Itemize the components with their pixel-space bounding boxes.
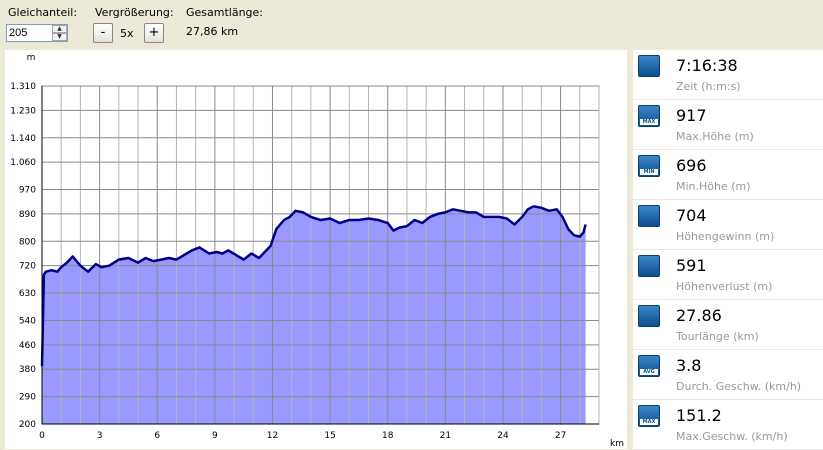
stat-label: Max.Geschw. (km/h) xyxy=(676,430,788,443)
length-label: Gesamtlänge: xyxy=(186,6,264,19)
elevation-line xyxy=(40,205,587,367)
hourglass-icon xyxy=(638,55,660,77)
min-altitude-icon: MIN xyxy=(638,155,660,177)
y-tick-label: 720 xyxy=(19,262,36,272)
stat-row: AVG 3.8 Durch. Geschw. (km/h) xyxy=(633,350,823,400)
max-altitude-icon: MAX xyxy=(638,105,660,127)
x-tick-label: 27 xyxy=(555,431,566,441)
y-axis-unit: m xyxy=(27,53,36,63)
route-icon xyxy=(638,305,660,327)
stat-row: 7:16:38 Zeit (h:m:s) xyxy=(633,50,823,100)
y-tick-label: 290 xyxy=(19,393,36,403)
x-tick-label: 15 xyxy=(324,431,335,441)
x-tick-label: 24 xyxy=(497,431,509,441)
x-tick-label: 21 xyxy=(440,431,451,441)
spin-up-icon[interactable]: ▲ xyxy=(52,25,67,33)
stat-value: 151.2 xyxy=(676,406,722,425)
stat-row: 704 Höhengewinn (m) xyxy=(633,200,823,250)
x-tick-label: 12 xyxy=(267,431,278,441)
icon-badge: MAX xyxy=(640,119,658,125)
stat-row: MIN 696 Min.Höhe (m) xyxy=(633,150,823,200)
elevation-chart: 2002903804605406307208008909701.0601.140… xyxy=(10,53,624,449)
y-tick-label: 1.230 xyxy=(10,106,36,116)
stat-label: Max.Höhe (m) xyxy=(676,130,754,143)
stats-panel: 7:16:38 Zeit (h:m:s) MAX 917 Max.Höhe (m) MIN… xyxy=(633,50,823,450)
stat-row: MAX 151.2 Max.Geschw. (km/h) xyxy=(633,400,823,450)
avg-speed-icon: AVG xyxy=(638,355,660,377)
y-tick-label: 800 xyxy=(19,237,36,247)
x-tick-label: 0 xyxy=(39,431,45,441)
stat-label: Tourlänge (km) xyxy=(676,330,759,343)
y-tick-label: 460 xyxy=(19,341,36,351)
stat-label: Höhenverlust (m) xyxy=(676,280,773,293)
length-value: 27,86 km xyxy=(186,25,239,38)
zoom-out-button[interactable]: - xyxy=(93,23,113,43)
elevation-chart-panel: 200 290 380 460 540 630 720 800 890 970 1.060 1.140… xyxy=(5,50,627,449)
x-tick-label: 3 xyxy=(97,431,103,441)
zoom-value: 5x xyxy=(120,27,134,40)
stat-value: 591 xyxy=(676,256,707,275)
max-speed-icon: MAX xyxy=(638,405,660,427)
stat-value: 917 xyxy=(676,106,707,125)
y-tick-label: 890 xyxy=(19,210,36,220)
y-tick-label: 1.310 xyxy=(10,82,36,92)
stat-value: 27.86 xyxy=(676,306,722,325)
y-tick-label: 630 xyxy=(19,289,36,299)
x-tick-label: 9 xyxy=(212,431,218,441)
stat-label: Min.Höhe (m) xyxy=(676,180,751,193)
panel-splitter[interactable] xyxy=(627,50,633,449)
y-tick-label: 200 xyxy=(19,420,36,430)
spin-down-icon[interactable]: ▼ xyxy=(52,33,67,41)
x-tick-label: 18 xyxy=(382,431,394,441)
stat-row: MAX 917 Max.Höhe (m) xyxy=(633,100,823,150)
y-tick-label: 540 xyxy=(19,316,36,326)
stat-label: Zeit (h:m:s) xyxy=(676,80,741,93)
stat-value: 3.8 xyxy=(676,356,702,375)
stat-value: 7:16:38 xyxy=(676,56,738,75)
offset-spinner[interactable]: ▲ ▼ xyxy=(52,25,67,41)
icon-badge: MIN xyxy=(640,169,658,175)
icon-badge: AVG xyxy=(640,369,658,375)
stat-row: 27.86 Tourlänge (km) xyxy=(633,300,823,350)
x-tick-label: 6 xyxy=(154,431,160,441)
stat-row: 591 Höhenverlust (m) xyxy=(633,250,823,300)
y-tick-label: 1.060 xyxy=(10,158,36,168)
icon-badge: MAX xyxy=(640,419,658,425)
toolbar: Gleichanteil: ▲ ▼ Vergrößerung: - 5x + G… xyxy=(0,0,823,50)
x-axis-unit: km xyxy=(610,439,624,449)
elevation-loss-icon xyxy=(638,255,660,277)
zoom-label: Vergrößerung: xyxy=(95,6,174,19)
zoom-in-button[interactable]: + xyxy=(144,23,164,43)
stat-value: 696 xyxy=(676,156,707,175)
stat-label: Durch. Geschw. (km/h) xyxy=(676,380,802,393)
stat-label: Höhengewinn (m) xyxy=(676,230,775,243)
stat-value: 704 xyxy=(676,206,707,225)
y-tick-label: 970 xyxy=(19,186,36,196)
y-tick-label: 1.140 xyxy=(10,134,36,144)
elevation-gain-icon xyxy=(638,205,660,227)
y-tick-label: 380 xyxy=(19,365,36,375)
offset-label: Gleichanteil: xyxy=(8,6,78,19)
